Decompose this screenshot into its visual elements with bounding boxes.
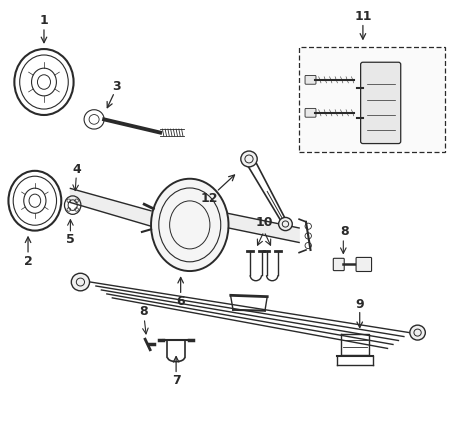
Bar — [299, 47, 445, 152]
Text: 7: 7 — [172, 374, 181, 387]
FancyBboxPatch shape — [333, 258, 344, 271]
FancyBboxPatch shape — [305, 75, 316, 84]
Text: 8: 8 — [139, 306, 148, 318]
Circle shape — [241, 151, 257, 167]
Text: 9: 9 — [356, 298, 364, 310]
Text: 4: 4 — [72, 163, 81, 176]
Text: 8: 8 — [340, 225, 349, 239]
Text: 12: 12 — [200, 192, 218, 205]
Text: 1: 1 — [40, 14, 48, 27]
FancyBboxPatch shape — [361, 62, 401, 144]
FancyBboxPatch shape — [305, 108, 316, 117]
Text: 10: 10 — [255, 216, 273, 229]
Circle shape — [410, 325, 425, 340]
Text: 3: 3 — [112, 80, 121, 93]
Text: 5: 5 — [66, 233, 75, 246]
Circle shape — [279, 217, 292, 231]
Circle shape — [71, 273, 90, 291]
Text: 2: 2 — [24, 255, 32, 268]
Polygon shape — [70, 188, 151, 226]
Text: 6: 6 — [176, 295, 185, 308]
FancyBboxPatch shape — [356, 258, 372, 272]
Text: 11: 11 — [354, 10, 372, 22]
Ellipse shape — [151, 179, 228, 271]
Polygon shape — [228, 213, 299, 243]
